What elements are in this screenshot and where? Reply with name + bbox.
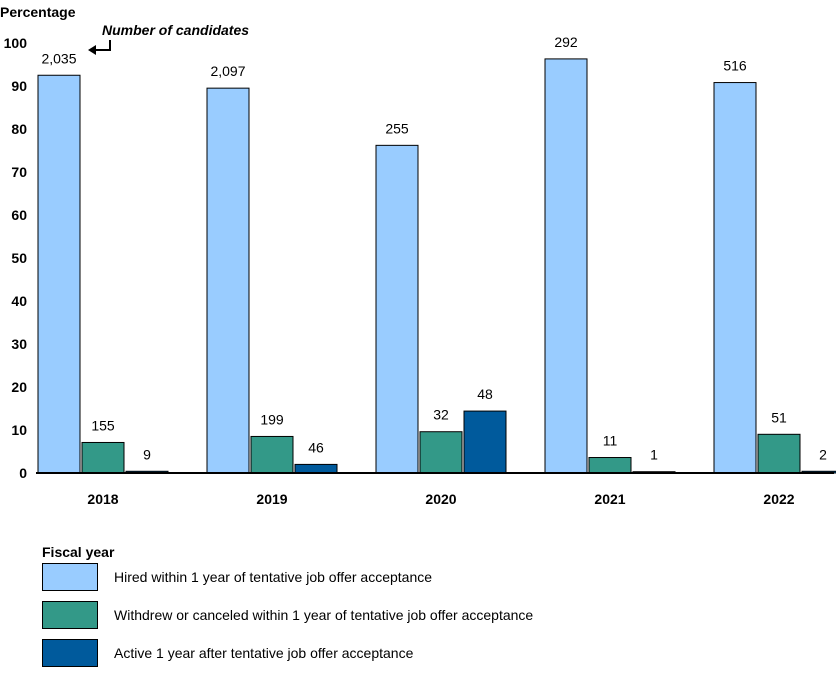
bar-series-1: [419, 431, 463, 474]
bar-series-2: [463, 410, 507, 474]
y-tick-label: 0: [19, 465, 27, 481]
data-label: 2,097: [210, 63, 245, 79]
legend-swatch-active: [42, 639, 98, 667]
y-tick-label: 20: [11, 379, 27, 395]
bar-series-1: [250, 435, 294, 474]
y-tick-label: 70: [11, 164, 27, 180]
data-label: 48: [477, 386, 493, 402]
y-axis-title: Percentage: [0, 4, 76, 20]
data-label: 155: [91, 417, 115, 433]
data-label: 51: [771, 409, 787, 425]
legend-swatch-hired: [42, 563, 98, 591]
x-category-label: 2022: [763, 491, 794, 507]
annotation-arrowhead: [88, 45, 96, 55]
data-label: 1: [650, 447, 658, 463]
data-label: 9: [143, 446, 151, 462]
bar-series-0: [37, 74, 81, 474]
legend-label-active: Active 1 year after tentative job offer …: [114, 645, 414, 661]
data-label: 255: [385, 120, 409, 136]
legend-label-hired: Hired within 1 year of tentative job off…: [114, 569, 433, 585]
candidates-annotation: Number of candidates: [102, 22, 249, 38]
x-category-label: 2021: [594, 491, 625, 507]
data-label: 46: [308, 439, 324, 455]
data-label: 11: [603, 433, 618, 449]
y-tick-label: 10: [11, 422, 27, 438]
bar-series-0: [713, 82, 757, 474]
legend-label-withdrew: Withdrew or canceled within 1 year of te…: [114, 607, 534, 623]
y-tick-label: 40: [11, 293, 27, 309]
x-axis-title: Fiscal year: [42, 544, 115, 560]
bar-series-1: [588, 457, 632, 474]
data-label: 199: [260, 411, 284, 427]
data-label: 2: [819, 446, 827, 462]
y-tick-label: 60: [11, 207, 27, 223]
x-category-label: 2018: [87, 491, 118, 507]
legend-swatch-withdrew: [42, 601, 98, 629]
data-label: 2,035: [41, 50, 76, 66]
y-tick-label: 50: [11, 250, 27, 266]
data-label: 516: [723, 58, 747, 74]
x-category-label: 2020: [425, 491, 456, 507]
bar-series-0: [375, 144, 419, 474]
bar-series-0: [544, 58, 588, 474]
y-tick-label: 80: [11, 121, 27, 137]
bar-series-1: [757, 433, 801, 474]
bar-series-2: [294, 463, 338, 474]
y-tick-label: 90: [11, 78, 27, 94]
annotation-arrow: [95, 40, 111, 51]
bar-chart: Percentage Number of candidates 2,035 2,0…: [0, 4, 836, 560]
y-tick-label: 30: [11, 336, 27, 352]
data-label: 32: [433, 407, 449, 423]
bar-series-1: [81, 441, 125, 474]
data-label: 292: [554, 34, 578, 50]
bar-series-0: [206, 87, 250, 474]
x-category-label: 2019: [256, 491, 287, 507]
y-tick-label: 100: [4, 35, 28, 51]
